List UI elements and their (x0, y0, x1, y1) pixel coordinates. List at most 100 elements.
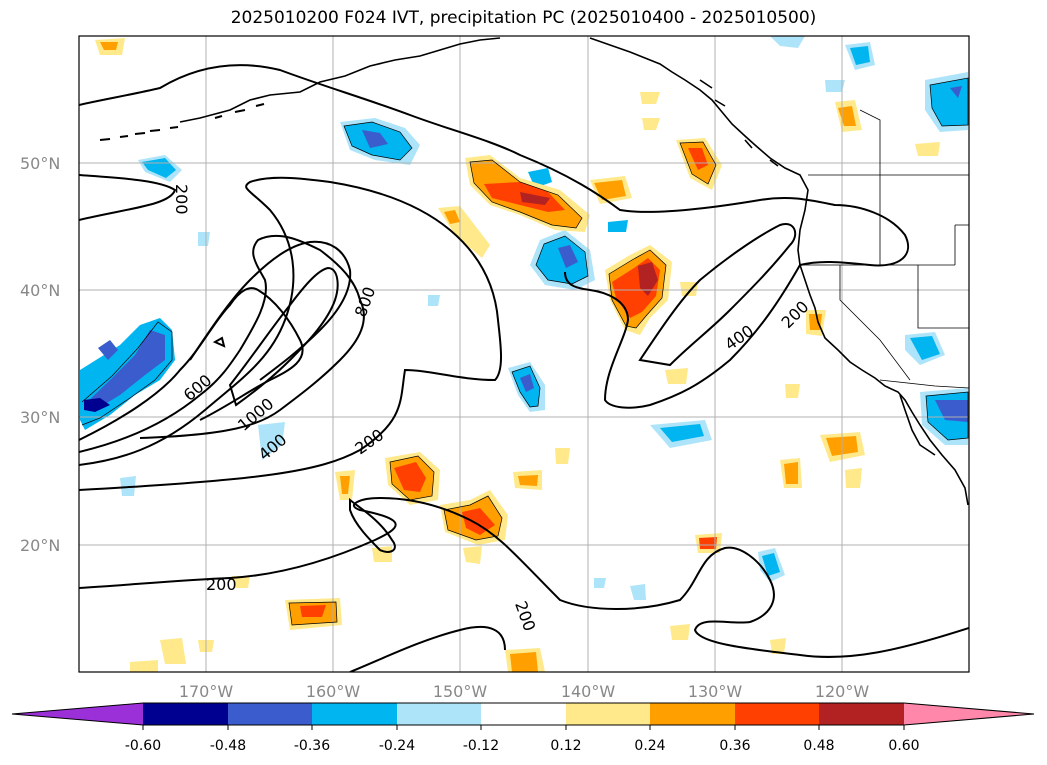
precip-blob (520, 374, 534, 392)
gulf-of-alaska-coast (589, 37, 969, 506)
lat-label-50: 50°N (20, 154, 60, 173)
colorbar-tick: 0.48 (803, 738, 834, 754)
ivt-contour-400-east (638, 223, 797, 367)
precip-blob (638, 262, 658, 296)
colorbar-tick: 0.24 (634, 738, 665, 754)
map-area: 200 200 200 200 200 400 400 600 800 1000 (78, 35, 970, 673)
precip-blob (340, 476, 350, 494)
ivt-contour-1000 (228, 266, 339, 407)
ivt-contour-800 (189, 240, 352, 381)
colorbar-tick: -0.12 (463, 738, 499, 754)
precip-blob (688, 148, 708, 170)
colorbar-tick: -0.36 (294, 738, 330, 754)
precip-outline (443, 495, 503, 541)
latitude-labels: 20°N 30°N 40°N 50°N (20, 154, 60, 555)
colorbar-bin (312, 703, 397, 725)
precip-outline (469, 159, 583, 229)
ivt-contour-200-main (79, 176, 503, 491)
precip-blob (462, 508, 495, 535)
precip-blob (594, 578, 606, 588)
colorbar-tick: 0.36 (719, 738, 750, 754)
precip-blob (784, 462, 798, 484)
colorbar-bin (143, 703, 228, 725)
precip-blob (160, 638, 186, 664)
us-state-border (917, 265, 969, 329)
precip-outline (81, 321, 173, 426)
precip-blob (699, 537, 717, 549)
precip-blob (809, 314, 822, 330)
precip-blob (910, 336, 940, 360)
colorbar-bin (481, 703, 566, 725)
precip-blob (84, 330, 165, 410)
precip-blob (850, 46, 870, 65)
ivt-contour-inner (212, 336, 226, 348)
colorbar-extend-low (12, 703, 143, 725)
colorbar-extend-high (904, 703, 1034, 725)
precip-blob (770, 36, 805, 48)
lon-label-170: 170°W (179, 682, 234, 701)
island-coast (699, 79, 779, 167)
precip-blob (762, 553, 780, 576)
colorbar-bin (650, 703, 735, 725)
precip-blob (518, 475, 538, 486)
map-title: 2025010200 F024 IVT, precipitation PC (2… (230, 8, 817, 28)
aleutian-islands (99, 103, 265, 141)
precip-blob (130, 660, 158, 672)
ivt-contours (79, 64, 969, 672)
precip-blob (845, 468, 862, 488)
precip-blob (825, 80, 845, 92)
precip-outline (288, 601, 338, 626)
us-state-border (859, 109, 881, 175)
colorbar-tick: 0.60 (888, 738, 919, 754)
precip-outline (925, 391, 969, 441)
precip-blob (258, 422, 285, 460)
precip-blob (670, 624, 690, 640)
precip-outline (389, 455, 435, 501)
colorbar-bin (735, 703, 819, 725)
precip-blob (660, 424, 704, 442)
precip-blob (362, 130, 388, 148)
ivt-contour-200 (79, 174, 177, 221)
precip-blob (640, 92, 660, 104)
colorbar: -0.60 -0.48 -0.36 -0.24 -0.12 0.12 0.24 … (11, 702, 1035, 754)
precip-blob (120, 476, 136, 496)
precipitation-fills (80, 36, 968, 672)
precip-blob (536, 236, 588, 284)
precip-blob (84, 398, 110, 412)
precip-blob (630, 584, 646, 600)
ivt-contour-600 (79, 287, 304, 441)
precip-blob (428, 295, 440, 306)
lon-label-130: 130°W (688, 682, 743, 701)
precip-blob (100, 42, 118, 50)
precipitation-outlines (81, 77, 969, 626)
colorbar-bin (397, 703, 481, 725)
us-state-border (839, 265, 911, 381)
precip-outline (511, 365, 541, 408)
precip-blob (510, 652, 538, 672)
ivt-contour-200-inner (349, 497, 396, 553)
longitude-labels: 170°W 160°W 150°W 140°W 130°W 120°W (179, 682, 870, 701)
precip-blob (950, 86, 962, 98)
contour-label: 200 (172, 184, 191, 215)
colorbar-tick: -0.24 (379, 738, 415, 754)
colorbar-bin (566, 703, 650, 725)
precip-blob (394, 462, 426, 492)
lon-label-120: 120°W (815, 682, 870, 701)
precip-blob (98, 340, 118, 360)
contour-label: 200 (206, 575, 237, 594)
alaska-coast (179, 37, 501, 123)
precip-blob (198, 232, 210, 246)
precip-blob (608, 220, 628, 232)
coastlines (99, 37, 969, 506)
precip-outline (608, 249, 667, 329)
lon-label-160: 160°W (306, 682, 361, 701)
baja-coast (899, 394, 936, 456)
ivt-contour-200-north (79, 64, 910, 409)
colorbar-bin (228, 703, 312, 725)
colorbar-bin (819, 703, 904, 725)
precip-blob (665, 368, 688, 384)
us-mexico-border (879, 379, 969, 389)
colorbar-tick: -0.60 (125, 738, 161, 754)
us-state-border (954, 224, 969, 265)
